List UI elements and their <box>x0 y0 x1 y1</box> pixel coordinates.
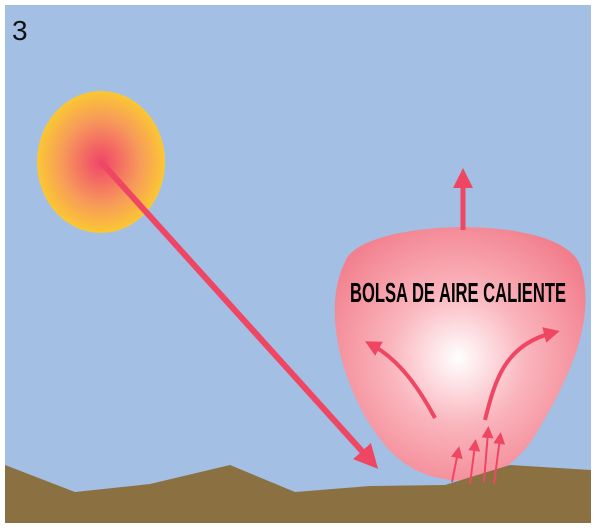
diagram: 3 BOLSA DE AIRE CALIENTE <box>0 0 596 528</box>
panel-number: 3 <box>12 15 28 46</box>
page: 3 BOLSA DE AIRE CALIENTE (() => { const … <box>0 0 596 528</box>
bubble-label: BOLSA DE AIRE CALIENTE <box>350 277 566 308</box>
